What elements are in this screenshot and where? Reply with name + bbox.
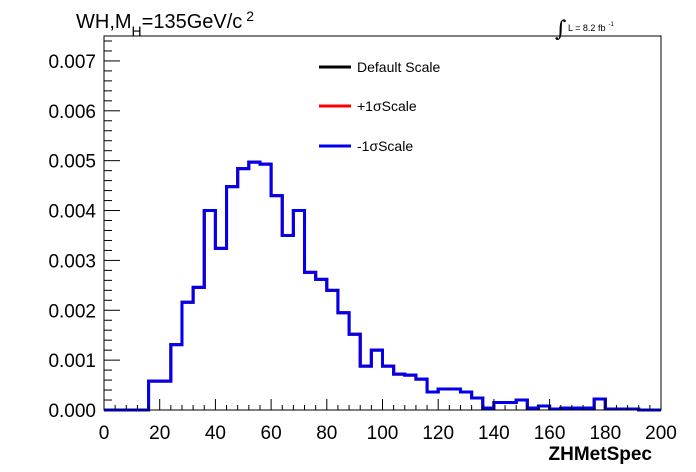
legend: Default Scale +1σScale -1σScale [319, 59, 440, 154]
x-tick-label: 40 [205, 423, 226, 444]
chart-title-prefix: WH,M [76, 11, 132, 33]
y-tick-label: 0.003 [48, 251, 96, 272]
y-tick-label: 0.002 [48, 301, 96, 322]
x-tick-label: 20 [149, 423, 170, 444]
y-tick-label: 0.001 [48, 351, 96, 372]
y-tick-label: 0.004 [48, 202, 96, 223]
x-tick-label: 200 [645, 423, 677, 444]
x-tick-label: 180 [589, 423, 621, 444]
histogram-series-1 [104, 160, 661, 412]
histogram-series-0 [104, 160, 661, 412]
x-tick-label: 60 [261, 423, 282, 444]
lumi-integral-sign: ∫ [555, 17, 567, 42]
axes: 0 20 40 60 80 100 120 140 160 180 200 0.000 0.001 0.0… [48, 40, 677, 444]
x-tick-label: 80 [316, 423, 337, 444]
y-tick-label: 0.007 [48, 52, 96, 73]
y-tick-label: 0.000 [48, 401, 96, 422]
x-axis-label: ZHMetSpec [549, 444, 653, 465]
y-tick-label: 0.005 [48, 152, 96, 173]
x-tick-label: 100 [367, 423, 399, 444]
x-tick-label: 0 [99, 423, 110, 444]
lumi-annotation: L = 8.2 fb -1 [568, 22, 614, 33]
x-tick-label: 160 [534, 423, 566, 444]
chart-title-value: =135GeV/c [142, 11, 243, 33]
histogram-series-layer [104, 160, 661, 412]
legend-label-plus-1sigma: +1σScale [357, 98, 417, 114]
histogram-series-2 [104, 160, 661, 412]
legend-label-default-scale: Default Scale [357, 59, 440, 75]
y-tick-label: 0.006 [48, 102, 96, 123]
chart-title-superscript: 2 [246, 8, 254, 24]
x-tick-label: 120 [422, 423, 454, 444]
x-tick-label: 140 [478, 423, 510, 444]
chart-title-subscript: H [132, 23, 142, 39]
lumi-text: L = 8.2 fb [568, 23, 605, 33]
chart-title: WH,MH=135GeV/c 2 [76, 8, 254, 39]
legend-label-minus-1sigma: -1σScale [357, 138, 413, 154]
lumi-superscript: -1 [608, 22, 614, 28]
